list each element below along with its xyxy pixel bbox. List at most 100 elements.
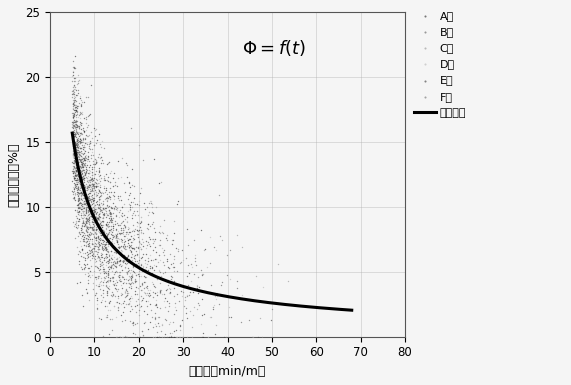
D井	[82, 183, 91, 189]
F井	[79, 229, 88, 236]
C井	[94, 246, 103, 252]
A井	[126, 239, 135, 245]
B井	[99, 210, 108, 216]
C井	[156, 179, 165, 185]
C井	[73, 149, 82, 156]
C井	[121, 261, 130, 267]
E井	[133, 234, 142, 241]
B井	[85, 247, 94, 253]
E井	[112, 239, 121, 245]
F井	[82, 218, 91, 224]
A井	[144, 290, 154, 296]
D井	[91, 191, 100, 198]
F井	[81, 208, 90, 214]
C井	[114, 243, 123, 249]
C井	[69, 122, 78, 128]
A井	[72, 146, 81, 152]
C井	[79, 162, 89, 168]
D井	[136, 304, 145, 310]
B井	[126, 260, 135, 266]
A井	[68, 151, 77, 157]
F井	[106, 213, 115, 219]
E井	[111, 234, 120, 240]
D井	[104, 307, 113, 313]
A井	[79, 144, 88, 150]
F井	[128, 322, 137, 328]
E井	[114, 334, 123, 340]
C井	[71, 102, 80, 108]
B井	[106, 292, 115, 298]
F井	[75, 149, 85, 155]
F井	[95, 151, 104, 157]
F井	[258, 334, 267, 340]
C井	[72, 138, 81, 144]
F井	[75, 162, 84, 169]
A井	[98, 218, 107, 224]
D井	[139, 289, 148, 295]
A井	[81, 255, 90, 261]
E井	[110, 221, 119, 227]
B井	[236, 318, 246, 325]
A井	[119, 280, 128, 286]
A井	[135, 219, 144, 226]
E井	[181, 310, 190, 316]
A井	[76, 95, 85, 101]
E井	[77, 164, 86, 170]
D井	[128, 237, 138, 243]
B井	[87, 152, 96, 158]
C井	[82, 289, 91, 295]
B井	[102, 239, 111, 245]
B井	[123, 196, 132, 202]
D井	[79, 254, 89, 260]
C井	[111, 235, 120, 241]
F井	[100, 234, 110, 241]
C井	[173, 246, 182, 252]
B井	[223, 271, 232, 278]
C井	[81, 185, 90, 191]
E井	[102, 195, 111, 201]
D井	[75, 153, 84, 159]
D井	[94, 176, 103, 182]
C井	[116, 212, 126, 218]
F井	[77, 165, 86, 171]
A井	[73, 205, 82, 211]
E井	[85, 182, 94, 188]
F井	[101, 208, 110, 214]
A井	[110, 189, 119, 195]
B井	[77, 206, 86, 212]
C井	[78, 163, 87, 169]
C井	[274, 261, 283, 268]
A井	[198, 330, 207, 336]
F井	[90, 217, 99, 223]
C井	[113, 255, 122, 261]
A井	[89, 198, 98, 204]
D井	[113, 255, 122, 261]
A井	[152, 263, 161, 270]
C井	[94, 213, 103, 219]
E井	[102, 221, 111, 228]
F井	[86, 229, 95, 236]
D井	[74, 129, 83, 136]
D井	[73, 114, 82, 120]
B井	[131, 279, 140, 285]
F井	[73, 186, 82, 192]
C井	[73, 176, 82, 182]
B井	[112, 259, 122, 266]
E井	[74, 258, 83, 264]
B井	[104, 298, 114, 305]
E井	[105, 203, 114, 209]
F井	[90, 243, 99, 249]
A井	[71, 121, 81, 127]
F井	[72, 141, 81, 147]
F井	[111, 248, 120, 254]
C井	[72, 157, 81, 163]
B井	[156, 242, 165, 248]
E井	[150, 283, 159, 289]
A井	[133, 271, 142, 277]
D井	[94, 171, 103, 177]
C井	[115, 269, 124, 275]
B井	[101, 238, 110, 244]
E井	[79, 129, 88, 136]
A井	[94, 167, 103, 174]
C井	[124, 276, 134, 283]
